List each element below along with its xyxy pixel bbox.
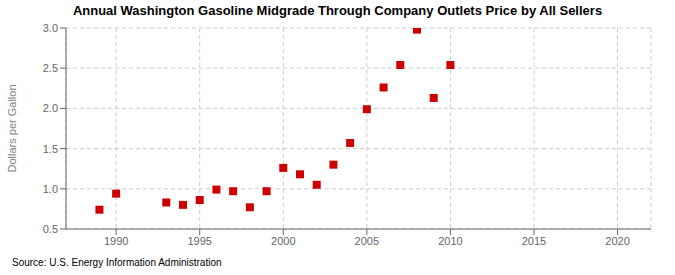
svg-text:0.5: 0.5 [43, 223, 58, 235]
svg-text:2010: 2010 [438, 235, 462, 247]
svg-text:2000: 2000 [271, 235, 295, 247]
html-text:Source: U.S. Energy Informatio: Source: U.S. Energy Information Administ… [12, 257, 222, 268]
svg-text:2.0: 2.0 [43, 102, 58, 114]
svg-text:2015: 2015 [522, 235, 546, 247]
svg-text:1990: 1990 [104, 235, 128, 247]
svg-text:3.0: 3.0 [43, 22, 58, 34]
html-text:Annual Washington Gasoline Mid: Annual Washington Gasoline Midgrade Thro… [72, 3, 603, 18]
svg-text:1995: 1995 [187, 235, 211, 247]
svg-text:1.0: 1.0 [43, 183, 58, 195]
svg-text:Dollars per Gallon: Dollars per Gallon [8, 84, 18, 172]
svg-text:1.5: 1.5 [43, 143, 58, 155]
svg-text:2005: 2005 [355, 235, 379, 247]
svg-text:2020: 2020 [605, 235, 629, 247]
svg-text:2.5: 2.5 [43, 62, 58, 74]
